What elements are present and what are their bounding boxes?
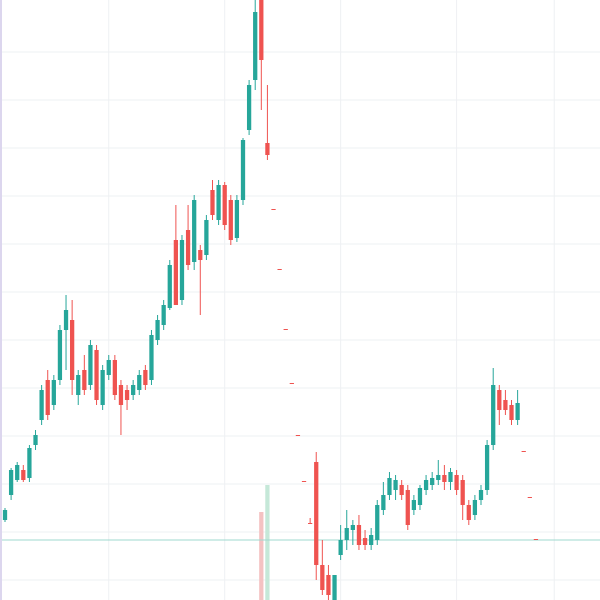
candle-body: [82, 370, 87, 390]
candle-body: [51, 380, 56, 405]
candle-body: [2, 510, 8, 520]
candle-body: [491, 385, 496, 445]
candle-body: [57, 330, 63, 380]
candle-body: [131, 385, 136, 395]
candle-body: [8, 470, 14, 495]
candle-body: [515, 403, 520, 420]
candle-body: [88, 345, 93, 385]
candle-body: [216, 185, 221, 220]
candle-body: [387, 478, 392, 495]
volume-bar: [265, 485, 270, 600]
candle-body: [411, 500, 417, 510]
candle-body: [430, 478, 435, 485]
candle-body: [179, 240, 185, 300]
candle-body: [185, 230, 191, 265]
candle-body: [295, 435, 301, 436]
candle-body: [204, 220, 209, 255]
candle-body: [69, 320, 75, 380]
candle-body: [454, 475, 459, 490]
candle-body: [228, 200, 233, 240]
candle-body: [503, 400, 508, 410]
candle-body: [301, 481, 307, 482]
candle-body: [192, 200, 197, 262]
candle-body: [405, 490, 410, 525]
candle-body: [155, 320, 160, 340]
candle-body: [100, 370, 105, 405]
candle-body: [271, 209, 276, 210]
candle-body: [436, 475, 441, 480]
candle-body: [332, 575, 337, 600]
candle-body: [344, 528, 349, 540]
candle-body: [307, 523, 313, 524]
candle-body: [472, 500, 478, 515]
candle-body: [21, 470, 26, 480]
candle-body: [509, 405, 514, 420]
candle-body: [265, 143, 270, 155]
candle-body: [497, 390, 502, 410]
candle-body: [375, 505, 380, 540]
candle-body: [118, 385, 124, 405]
candle-body: [521, 451, 526, 452]
candle-body: [15, 465, 20, 480]
candle-body: [320, 565, 325, 590]
candle-body: [448, 472, 453, 482]
candle-body: [167, 265, 172, 308]
candle-body: [442, 475, 447, 482]
candle-body: [289, 383, 294, 384]
candle-body: [149, 335, 154, 380]
candle-body: [137, 375, 142, 390]
candle-body: [143, 370, 148, 385]
candle-body: [533, 539, 539, 540]
candle-body: [277, 269, 282, 270]
candle-body: [417, 488, 423, 505]
candle-body: [350, 525, 355, 530]
candle-body: [460, 480, 465, 505]
candle-body: [210, 190, 215, 215]
candle-body: [161, 305, 166, 325]
candle-body: [106, 360, 111, 375]
candle-body: [240, 140, 246, 200]
candle-body: [173, 240, 179, 305]
candle-body: [393, 480, 398, 490]
candle-body: [222, 185, 227, 225]
candle-body: [253, 12, 258, 80]
candle-body: [283, 329, 288, 330]
candle-body: [259, 0, 264, 60]
candle-body: [94, 350, 99, 400]
candle-body: [112, 360, 117, 395]
candle-body: [423, 480, 429, 490]
candle-body: [27, 448, 32, 478]
candle-body: [39, 390, 44, 420]
candle-body: [33, 435, 38, 445]
volume-bar: [259, 512, 264, 600]
candle-body: [484, 445, 490, 490]
candle-body: [478, 490, 484, 500]
candle-body: [124, 390, 130, 400]
candle-body: [369, 535, 374, 545]
candle-body: [356, 525, 362, 545]
candle-body: [314, 462, 319, 565]
candle-body: [527, 497, 532, 498]
candle-body: [246, 85, 252, 130]
candle-body: [381, 495, 386, 510]
volume-layer: [259, 485, 270, 600]
candle-body: [362, 538, 368, 545]
candle-body: [76, 375, 81, 395]
candle-body: [234, 200, 240, 238]
candle-body: [338, 540, 343, 555]
candle-body: [399, 485, 404, 495]
candle-body: [466, 505, 471, 520]
candle-body: [326, 575, 331, 595]
candle-body: [45, 380, 50, 415]
candle-body: [63, 310, 69, 330]
left-edge: [0, 0, 2, 600]
candle-body: [198, 250, 203, 260]
